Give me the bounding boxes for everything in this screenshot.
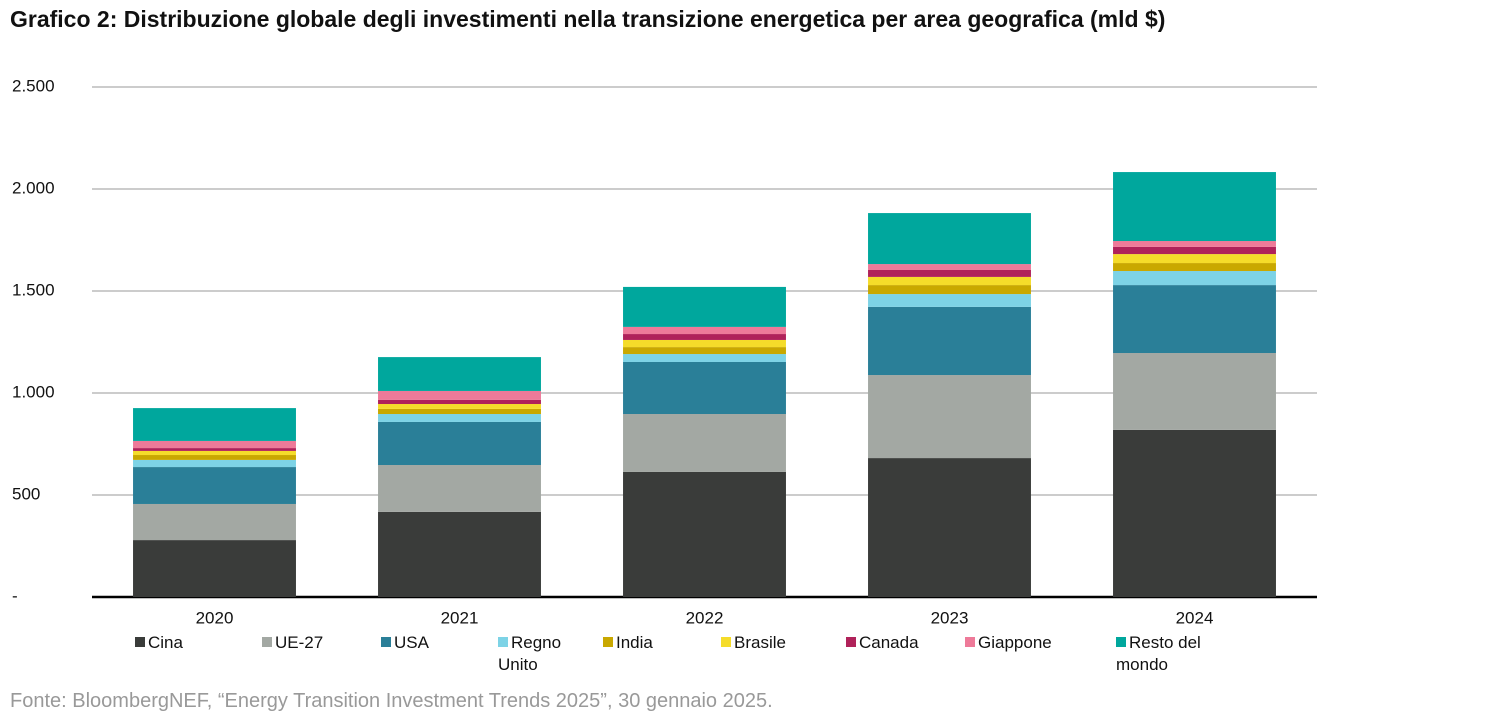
bar-segment	[623, 414, 786, 472]
bar-segment	[133, 440, 296, 449]
legend-item: Regno Unito	[498, 632, 578, 676]
bar-segment	[623, 361, 786, 415]
bar-segment	[1113, 429, 1276, 597]
bar-segment	[623, 471, 786, 597]
bar-segment	[868, 306, 1031, 376]
bar-segment	[868, 213, 1031, 265]
bar-segment	[1113, 263, 1276, 272]
legend-swatch	[846, 637, 856, 647]
bar-segment	[378, 404, 541, 409]
bar-segment	[133, 450, 296, 456]
bar-segment	[1113, 172, 1276, 242]
source-note: Fonte: BloombergNEF, “Energy Transition …	[10, 690, 773, 712]
x-tick-label: 2022	[686, 608, 724, 627]
legend-item: Cina	[135, 632, 253, 654]
bar-segment	[1113, 246, 1276, 255]
legend-label: Resto del mondo	[1116, 633, 1201, 674]
bar-segment	[868, 264, 1031, 270]
legend-label: Cina	[148, 633, 183, 652]
bar-segment	[133, 467, 296, 504]
bar-segment	[378, 421, 541, 466]
bar-segment	[623, 339, 786, 348]
legend-swatch	[965, 637, 975, 647]
bar-segment	[133, 455, 296, 460]
legend-label: Giappone	[978, 633, 1052, 652]
bar-segment	[623, 354, 786, 362]
chart-title: Grafico 2: Distribuzione globale degli i…	[10, 6, 1166, 32]
legend-item: Giappone	[965, 632, 1083, 654]
legend-label: Regno Unito	[498, 633, 562, 674]
bar-segment	[1113, 254, 1276, 264]
y-tick-label: 500	[12, 484, 40, 503]
y-tick-label: 1.500	[12, 280, 55, 299]
bar-segment	[133, 503, 296, 541]
bar-segment	[378, 414, 541, 422]
x-tick-label: 2021	[441, 608, 479, 627]
bar-segment	[868, 269, 1031, 277]
bar-segment	[133, 459, 296, 468]
legend-swatch	[721, 637, 731, 647]
legend-label: UE-27	[275, 633, 324, 652]
legend-label: USA	[394, 633, 429, 652]
legend-label: Canada	[859, 633, 919, 652]
bar-segment	[868, 375, 1031, 459]
x-tick-label: 2024	[1176, 608, 1214, 627]
legend-item: Brasile	[721, 632, 839, 654]
bar-segment	[378, 408, 541, 415]
legend-swatch	[381, 637, 391, 647]
legend-item: UE-27	[262, 632, 380, 654]
bar-segment	[1113, 241, 1276, 247]
bar-segment	[623, 326, 786, 335]
y-tick-label: -	[12, 586, 18, 605]
x-tick-label: 2023	[931, 608, 969, 627]
legend-item: Resto del mondo	[1116, 632, 1216, 676]
bar-segment	[133, 448, 296, 451]
bar-segment	[868, 458, 1031, 597]
bar-segment	[1113, 353, 1276, 430]
y-tick-label: 1.000	[12, 382, 55, 401]
bar-segment	[378, 465, 541, 512]
y-tick-label: 2.000	[12, 178, 55, 197]
legend-item: USA	[381, 632, 499, 654]
legend-swatch	[262, 637, 272, 647]
bar-segment	[623, 334, 786, 340]
bar-segment	[868, 276, 1031, 286]
legend-label: Brasile	[734, 633, 786, 652]
bar-segment	[378, 357, 541, 391]
x-tick-label: 2020	[196, 608, 234, 627]
bar-segment	[623, 286, 786, 327]
legend-swatch	[603, 637, 613, 647]
legend-swatch	[1116, 637, 1126, 647]
bar-segment	[378, 390, 541, 400]
bar-segment	[133, 540, 296, 597]
legend-swatch	[135, 637, 145, 647]
bar-segment	[1113, 271, 1276, 286]
y-tick-label: 2.500	[12, 76, 55, 95]
bar-segment	[623, 347, 786, 355]
bar-segment	[868, 294, 1031, 307]
bar-segment	[133, 408, 296, 441]
legend-item: India	[603, 632, 721, 654]
bar-segment	[1113, 285, 1276, 354]
legend-swatch	[498, 637, 508, 647]
legend-label: India	[616, 633, 653, 652]
bar-segment	[868, 285, 1031, 295]
bar-segment	[378, 399, 541, 405]
bar-segment	[378, 511, 541, 597]
legend-item: Canada	[846, 632, 964, 654]
